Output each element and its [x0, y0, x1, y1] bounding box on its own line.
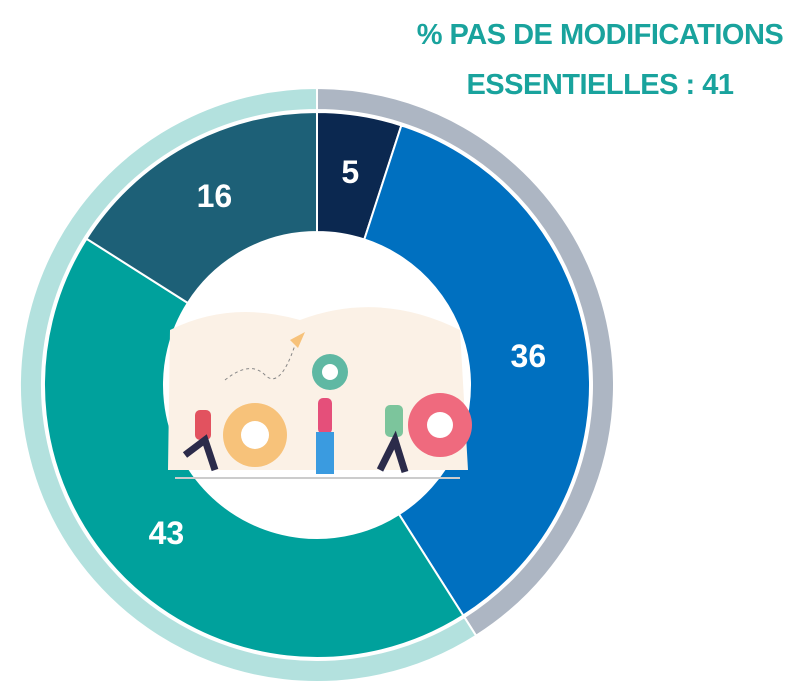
data-label: 43	[149, 515, 185, 551]
donut-segment	[85, 110, 318, 305]
illustration	[165, 233, 472, 537]
donut-segment	[43, 237, 465, 659]
data-label: 5	[341, 154, 359, 190]
donut-segment	[363, 124, 592, 617]
chart-title: % PAS DE MODIFICATIONS ESSENTIELLES : 41	[416, 19, 784, 101]
outer-ring-segment	[19, 86, 478, 683]
data-label: 16	[197, 178, 233, 214]
rings	[19, 86, 615, 683]
data-label: 36	[511, 338, 547, 374]
